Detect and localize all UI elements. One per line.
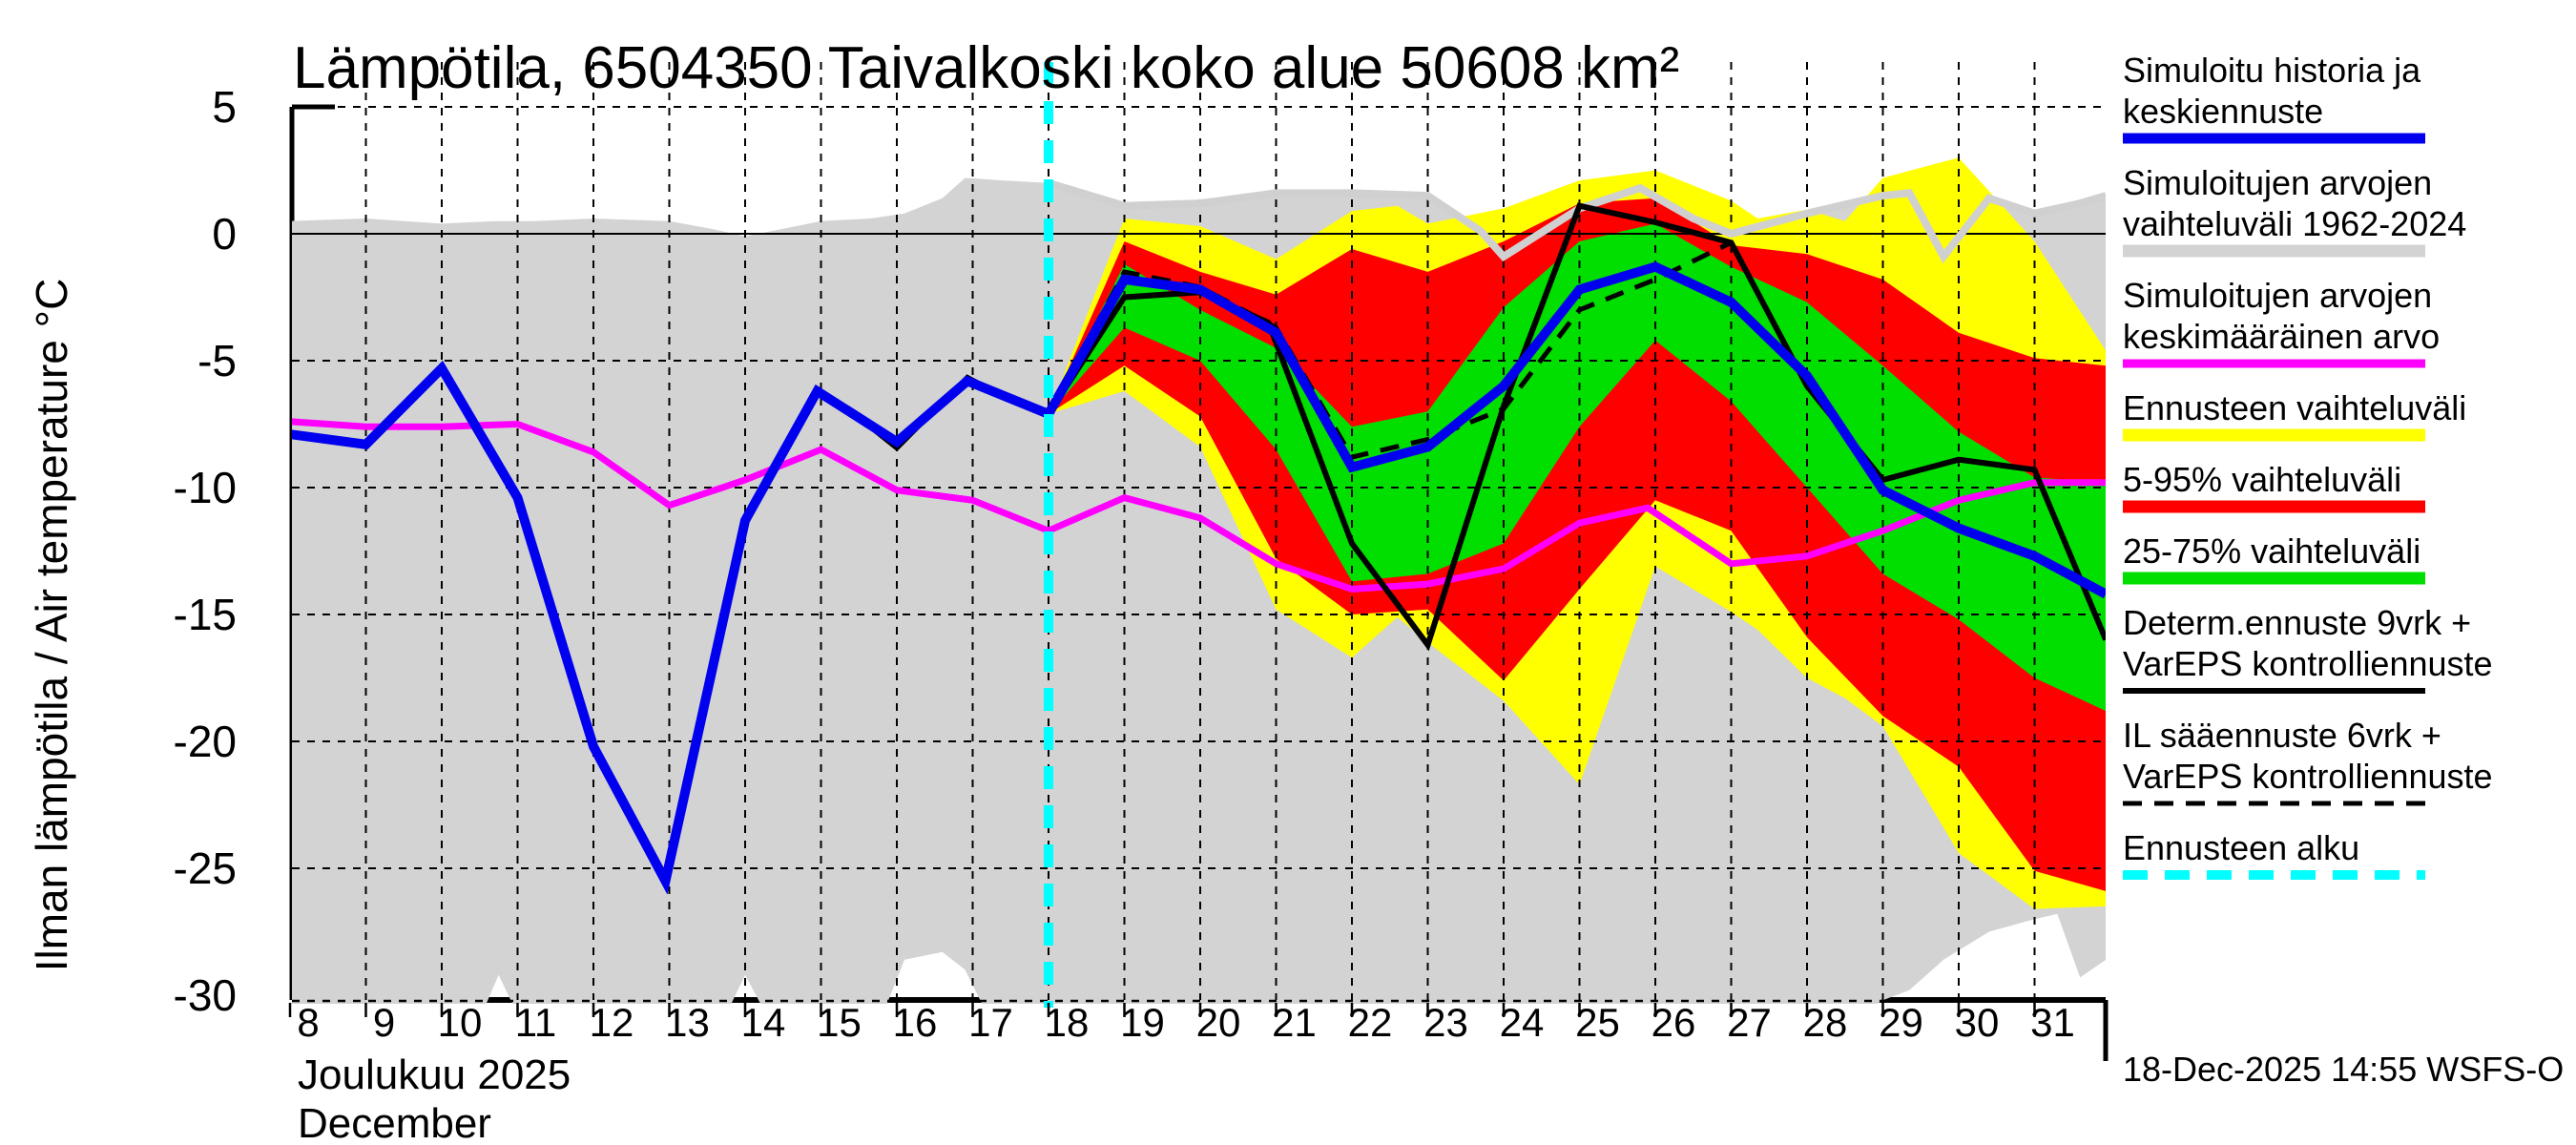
y-tick-labels: 5 0 -5 -10 -15 -20 -25 -30	[174, 82, 237, 1020]
x-tick-labels: 8 9 10 11 12 13 14 15 16 17 18 19 20 21 22 23 24 25 26 27 28…	[297, 1000, 2075, 1045]
x-tick-label-23: 23	[1423, 1000, 1468, 1045]
y-tick-label--20: -20	[174, 717, 237, 766]
legend-item-label: Ennusteen alku	[2123, 828, 2359, 867]
legend-item-label: Ennusteen vaihteluväli	[2123, 388, 2466, 427]
x-tick-label-27: 27	[1727, 1000, 1772, 1045]
x-tick-label-16: 16	[893, 1000, 938, 1045]
chart-title: Lämpötila, 6504350 Taivalkoski koko alue…	[293, 35, 1679, 101]
x-tick-label-22: 22	[1348, 1000, 1393, 1045]
legend-item-label: VarEPS kontrolliennuste	[2123, 757, 2493, 796]
x-tick-label-13: 13	[665, 1000, 710, 1045]
y-tick-label--5: -5	[197, 336, 237, 385]
y-tick-label-5: 5	[212, 82, 237, 132]
y-tick-label--15: -15	[174, 590, 237, 639]
axis-ticks-layer	[288, 104, 2109, 1061]
legend-item-label: IL sääennuste 6vrk +	[2123, 716, 2441, 755]
line-sim-history-median	[292, 261, 2106, 895]
y-tick-label--30: -30	[174, 970, 237, 1020]
x-tick-label-19: 19	[1120, 1000, 1165, 1045]
band-25-75	[1049, 223, 2106, 712]
line-sim-range-top-edge	[1047, 178, 2106, 264]
legend-item-label: Determ.ennuste 9vrk +	[2123, 603, 2471, 642]
x-tick-label-30: 30	[1955, 1000, 2000, 1045]
x-tick-label-12: 12	[590, 1000, 634, 1045]
legend-item-label: Simuloitujen arvojen	[2123, 276, 2432, 315]
legend: Simuloitu historia jakeskiennusteSimuloi…	[2123, 51, 2493, 880]
x-tick-label-14: 14	[741, 1000, 786, 1045]
legend-item-4: 5-95% vaihteluväli	[2123, 460, 2425, 513]
data-lines	[292, 178, 2106, 895]
y-tick-label--10: -10	[174, 463, 237, 512]
x-tick-label-15: 15	[817, 1000, 862, 1045]
x-tick-label-29: 29	[1879, 1000, 1923, 1045]
x-tick-label-9: 9	[373, 1000, 395, 1045]
x-tick-label-11: 11	[515, 1000, 557, 1045]
y-tick-label-0: 0	[212, 209, 237, 259]
legend-item-label: vaihteluväli 1962-2024	[2123, 204, 2466, 243]
x-tick-label-25: 25	[1575, 1000, 1620, 1045]
x-tick-label-21: 21	[1272, 1000, 1317, 1045]
y-axis-label: Ilman lämpötila / Air temperature °C	[27, 279, 76, 972]
x-tick-label-17: 17	[968, 1000, 1013, 1045]
gridlines	[292, 62, 2106, 1003]
x-tick-label-20: 20	[1196, 1000, 1241, 1045]
legend-item-6: Determ.ennuste 9vrk +VarEPS kontrollienn…	[2123, 603, 2493, 694]
legend-item-label: 25-75% vaihteluväli	[2123, 531, 2420, 571]
x-tick-label-18: 18	[1045, 1000, 1090, 1045]
legend-item-8: Ennusteen alku	[2123, 828, 2425, 880]
legend-item-5: 25-75% vaihteluväli	[2123, 531, 2425, 585]
line-sim-mean	[292, 418, 2106, 593]
x-tick-label-28: 28	[1803, 1000, 1848, 1045]
legend-item-3: Ennusteen vaihteluväli	[2123, 388, 2466, 442]
legend-item-label: Simuloitu historia ja	[2123, 51, 2421, 90]
legend-item-label: 5-95% vaihteluväli	[2123, 460, 2401, 499]
x-tick-label-26: 26	[1652, 1000, 1696, 1045]
x-tick-label-31: 31	[2030, 1000, 2075, 1045]
x-tick-label-8: 8	[297, 1000, 319, 1045]
x-axis-month-en: December	[298, 1100, 491, 1145]
legend-item-label: keskimääräinen arvo	[2123, 317, 2440, 356]
x-axis-month-fi: Joulukuu 2025	[298, 1051, 571, 1098]
x-tick-label-24: 24	[1500, 1000, 1545, 1045]
legend-item-label: Simuloitujen arvojen	[2123, 163, 2432, 202]
line-il-weather-forecast	[1046, 240, 1733, 460]
legend-item-7: IL sääennuste 6vrk +VarEPS kontrolliennu…	[2123, 716, 2493, 806]
y-tick-label--25: -25	[174, 843, 237, 893]
legend-item-label: VarEPS kontrolliennuste	[2123, 644, 2493, 683]
x-tick-label-10: 10	[438, 1000, 483, 1045]
timestamp: 18-Dec-2025 14:55 WSFS-O	[2123, 1050, 2564, 1089]
legend-item-label: keskiennuste	[2123, 92, 2323, 131]
